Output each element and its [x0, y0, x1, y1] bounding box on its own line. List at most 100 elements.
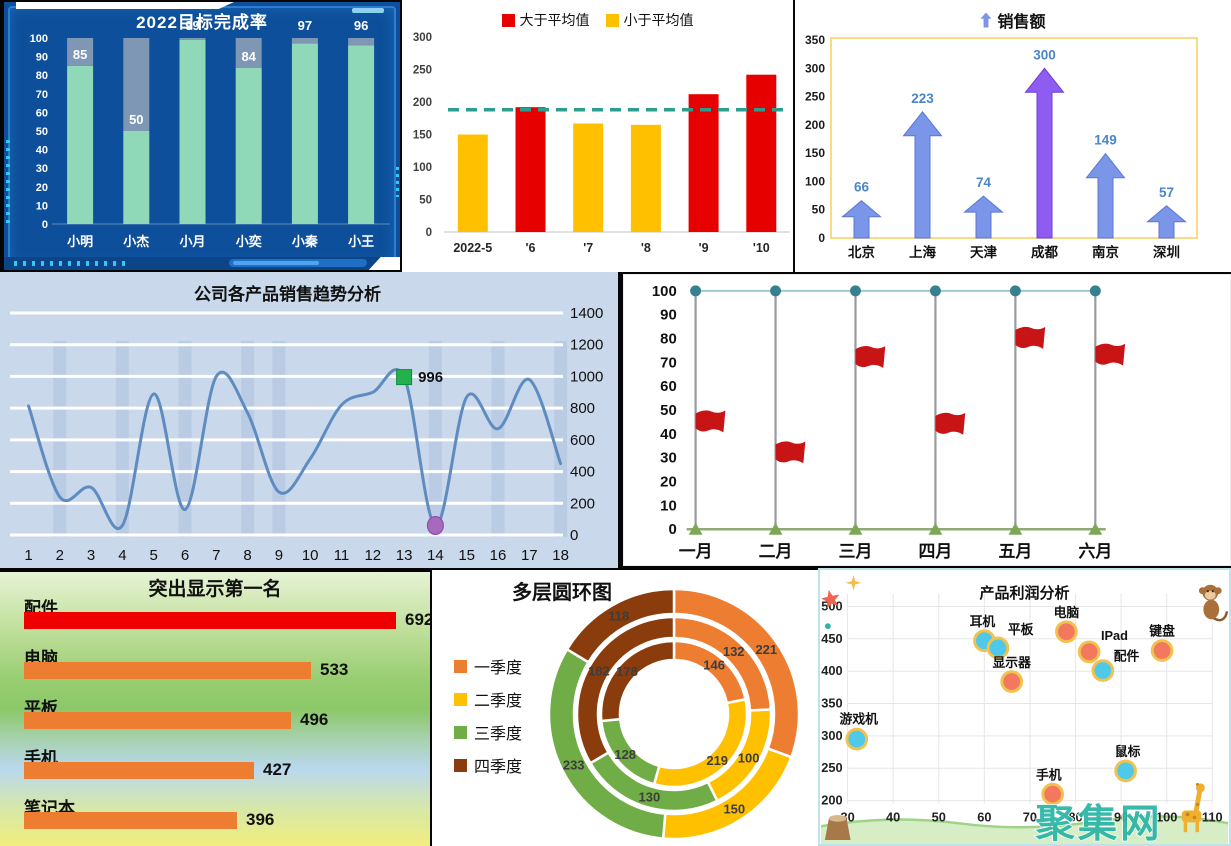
bar-value: 496	[300, 710, 329, 729]
frame-right-dashes	[396, 167, 399, 197]
x-tick: 110	[1202, 809, 1223, 824]
x-tick: 17	[521, 547, 538, 564]
x-tick: 90	[1114, 809, 1128, 824]
y-tick: 0	[668, 522, 676, 538]
flag	[1015, 326, 1046, 349]
y-tick: 30	[660, 451, 677, 467]
chart-average-comparison: 0 50 100 150 200 250 300 2022-5 '6 '7 '8 '9 '10 大于平均…	[402, 0, 793, 272]
x-tick: 40	[886, 809, 900, 824]
teal-dot-icon	[824, 623, 831, 630]
x-tick: 60	[977, 809, 991, 824]
segment-value: 182	[588, 664, 610, 679]
chart-title: 销售额	[997, 14, 1046, 31]
x-tick: 18	[552, 547, 569, 564]
category-label: 小王	[348, 234, 374, 249]
flag	[695, 410, 726, 433]
y-tick: 200	[821, 793, 842, 808]
flag	[935, 412, 966, 435]
y-tick: 250	[805, 90, 825, 104]
y-tick: 0	[818, 231, 825, 245]
y-tick: 50	[812, 203, 826, 217]
chart-title: 2022目标完成率	[136, 13, 268, 32]
y-tick: 400	[821, 663, 842, 678]
donut-segment	[599, 639, 676, 723]
x-tick: 四月	[919, 542, 953, 561]
y-tick: 50	[36, 126, 48, 138]
y-tick: 1200	[570, 337, 603, 354]
segment-value: 130	[639, 789, 661, 804]
target-completion-plot: 0 10 20 30 40 50 60 70 80 90 100 85 小明 50 小杰 99 小月 84 小奕 97…	[4, 2, 400, 270]
category-label: 小杰	[123, 234, 149, 249]
flag	[775, 441, 806, 464]
point-label: 键盘	[1148, 624, 1175, 639]
y-tick: 300	[821, 728, 842, 743]
segment-value: 146	[703, 657, 725, 672]
max-value-label: 996	[418, 369, 443, 386]
y-tick: 80	[36, 70, 48, 82]
x-tick: 50	[932, 809, 946, 824]
point-label: 鼠标	[1115, 744, 1141, 759]
arrow-bar	[841, 200, 882, 239]
legend-label: 大于平均值	[519, 12, 590, 28]
max-marker	[396, 369, 413, 386]
y-tick: 70	[660, 355, 677, 371]
y-tick: 50	[419, 195, 432, 207]
y-tick: 30	[36, 163, 48, 175]
x-tick: 成都	[1031, 244, 1059, 260]
top-circle	[1089, 285, 1101, 297]
chart-monthly-flags: 100 90 80 70 60 50 40 30 20 10 0 一月 二月 三月 四月 五月 六月	[623, 274, 1231, 566]
point-label: 显示器	[992, 655, 1031, 670]
y-tick: 90	[660, 308, 677, 324]
bar-value: 533	[320, 660, 349, 679]
scatter-point	[986, 636, 1010, 660]
value-bar	[123, 131, 150, 224]
x-tick: '6	[526, 241, 536, 255]
y-tick: 100	[805, 174, 825, 188]
bar-value: 427	[263, 760, 292, 779]
y-tick: 10	[660, 498, 677, 514]
bar	[515, 107, 546, 232]
x-tick: 6	[181, 547, 189, 564]
chart-profit-scatter: 500 450 400 350 300 250 200 30 40 50 60 70 80 90 100 11…	[818, 568, 1231, 846]
watermark: 聚集网	[1034, 802, 1162, 844]
frame-left-dashes	[6, 140, 10, 228]
y-tick: 150	[805, 146, 825, 160]
chart-title: 公司各产品销售趋势分析	[194, 285, 381, 304]
chart-title: 产品利润分析	[979, 585, 1070, 602]
sales-trend-plot: 996 1400 1200 1000 800 600 400 200 0 1 2 3 4 5 6 7 8 9 10 1…	[0, 272, 618, 568]
bar-value: 223	[911, 91, 934, 106]
chart-title: 多层圆环图	[512, 582, 612, 604]
value-bar	[291, 43, 318, 224]
rank-bar	[24, 662, 311, 679]
tree-stump-icon	[824, 815, 851, 841]
grass-edge	[820, 815, 1229, 829]
donut-segment	[565, 587, 676, 664]
base-triangle	[1008, 522, 1023, 535]
bar-value: 149	[1094, 133, 1117, 148]
arrow-bar	[1146, 205, 1187, 239]
y-tick: 150	[413, 130, 432, 142]
x-tick: 4	[118, 547, 126, 564]
legend-label: 四季度	[474, 759, 523, 776]
y-tick: 40	[660, 427, 677, 443]
y-tick: 40	[36, 145, 48, 157]
y-tick: 600	[570, 432, 595, 449]
bar-value: 84	[241, 49, 256, 64]
average-comparison-plot: 0 50 100 150 200 250 300 2022-5 '6 '7 '8 '9 '10	[402, 0, 793, 272]
bar-value: 74	[976, 175, 992, 190]
x-tick: '9	[699, 241, 709, 255]
x-tick: 3	[87, 547, 95, 564]
x-tick: 三月	[839, 542, 873, 561]
bar-value: 66	[854, 180, 870, 195]
x-tick: 100	[1156, 809, 1177, 824]
x-tick: 80	[1068, 809, 1082, 824]
monthly-flags-plot: 100 90 80 70 60 50 40 30 20 10 0 一月 二月 三月 四月 五月 六月	[624, 275, 1230, 565]
y-tick: 60	[36, 107, 48, 119]
flag	[1095, 343, 1126, 366]
point-label: 配件	[1114, 649, 1140, 664]
category-label: 小奕	[236, 234, 262, 249]
chart-sales-trend: 996 1400 1200 1000 800 600 400 200 0 1 2 3 4 5 6 7 8 9 10 1…	[0, 272, 618, 568]
top-circle	[929, 285, 941, 297]
grass-decoration	[820, 816, 1229, 844]
scatter-point	[1000, 670, 1024, 693]
